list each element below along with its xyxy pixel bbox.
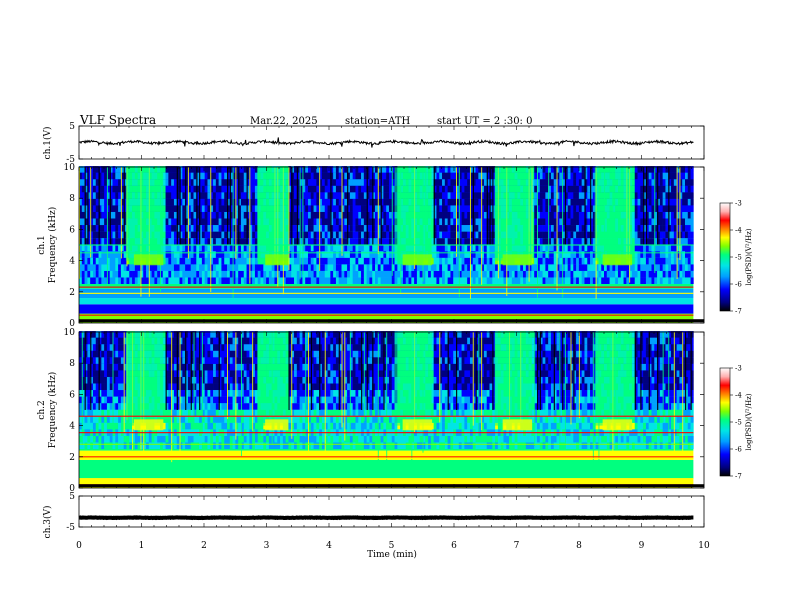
cb2-tick: -5 bbox=[735, 419, 742, 427]
cb1-tick: -3 bbox=[735, 200, 742, 208]
x-tick-label: 3 bbox=[264, 541, 270, 551]
x-tick-label: 5 bbox=[389, 541, 395, 551]
cb2-tick: -7 bbox=[735, 473, 742, 481]
cb1-tick: -7 bbox=[735, 308, 742, 316]
x-tick-label: 6 bbox=[451, 541, 457, 551]
x-tick-label: 10 bbox=[698, 541, 710, 551]
ch1-spec-ylabel: ch.1 Frequency (kHz) bbox=[37, 207, 58, 284]
ch2spec-ytick: 2 bbox=[69, 453, 75, 463]
ch1spec-ytick: 10 bbox=[64, 163, 76, 173]
ch1wave-ytick: 5 bbox=[69, 122, 75, 132]
ch2spec-cells bbox=[79, 331, 704, 488]
time-axis: 0 1 2 3 4 5 6 7 8 9 10 bbox=[76, 541, 710, 551]
ch2-spec-ylabel: ch.2 Frequency (kHz) bbox=[37, 372, 58, 449]
x-tick-label: 8 bbox=[576, 541, 582, 551]
ch2spec-ytick: 4 bbox=[69, 422, 75, 432]
ch1wave-trace bbox=[79, 137, 694, 148]
x-tick-label: 9 bbox=[639, 541, 645, 551]
ch2-spectrogram-panel: 0 2 4 6 8 10 bbox=[64, 328, 705, 494]
ch3-waveform-panel: 5 -5 bbox=[66, 492, 705, 533]
ch2spec-ytick: 6 bbox=[69, 390, 75, 400]
ch2-colorbar-label: log(PSD)(V²/Hz) bbox=[745, 393, 753, 450]
ch1spec-ytick: 8 bbox=[69, 194, 75, 204]
ch3wave-ytick: -5 bbox=[66, 523, 75, 533]
cb1-tick: -5 bbox=[735, 254, 742, 262]
cb2-tick: -6 bbox=[735, 446, 742, 454]
figure-title: VLF Spectra bbox=[79, 113, 156, 127]
x-axis-label: Time (min) bbox=[367, 549, 417, 560]
ch2spec-ytick: 10 bbox=[64, 328, 76, 338]
x-tick-label: 1 bbox=[139, 541, 145, 551]
station-label: station=ATH bbox=[345, 116, 411, 127]
ch1-spectrogram-panel: 0 2 4 6 8 10 bbox=[64, 163, 705, 329]
ch1spec-ytick: 2 bbox=[69, 288, 75, 298]
cb2-tick: -4 bbox=[735, 392, 742, 400]
ch1-colorbar: -3 -4 -5 -6 -7 bbox=[719, 200, 742, 316]
cb1-tick: -4 bbox=[735, 227, 742, 235]
ch2spec-ytick: 8 bbox=[69, 359, 75, 369]
x-tick-label: 7 bbox=[514, 541, 520, 551]
ch3wave-ytick: 5 bbox=[69, 492, 75, 502]
cb2-tick: -3 bbox=[735, 365, 742, 373]
x-tick-label: 0 bbox=[76, 541, 82, 551]
start-time-label: start UT = 2 :30: 0 bbox=[437, 116, 532, 127]
ch2spec-ytick: 0 bbox=[69, 484, 75, 494]
ch1spec-ytick: 0 bbox=[69, 319, 75, 329]
ch3wave-trace bbox=[78, 515, 694, 521]
ch1-wave-ylabel: ch.1(V) bbox=[42, 127, 53, 160]
ch1wave-ytick: -5 bbox=[66, 155, 75, 165]
cb1-tick: -6 bbox=[735, 281, 742, 289]
x-tick-label: 4 bbox=[326, 541, 332, 551]
ch2-colorbar: -3 -4 -5 -6 -7 bbox=[719, 365, 742, 481]
date-label: Mar.22, 2025 bbox=[250, 116, 318, 127]
ch1spec-ytick: 4 bbox=[69, 257, 75, 267]
ch1-colorbar-label: log(PSD)(V²/Hz) bbox=[745, 228, 753, 285]
x-tick-label: 2 bbox=[201, 541, 207, 551]
ch1spec-ytick: 6 bbox=[69, 225, 75, 235]
ch3-wave-ylabel: ch.3(V) bbox=[42, 506, 53, 539]
ch1-waveform-panel: 5 -5 bbox=[66, 122, 705, 165]
ch1spec-cells bbox=[79, 166, 704, 323]
